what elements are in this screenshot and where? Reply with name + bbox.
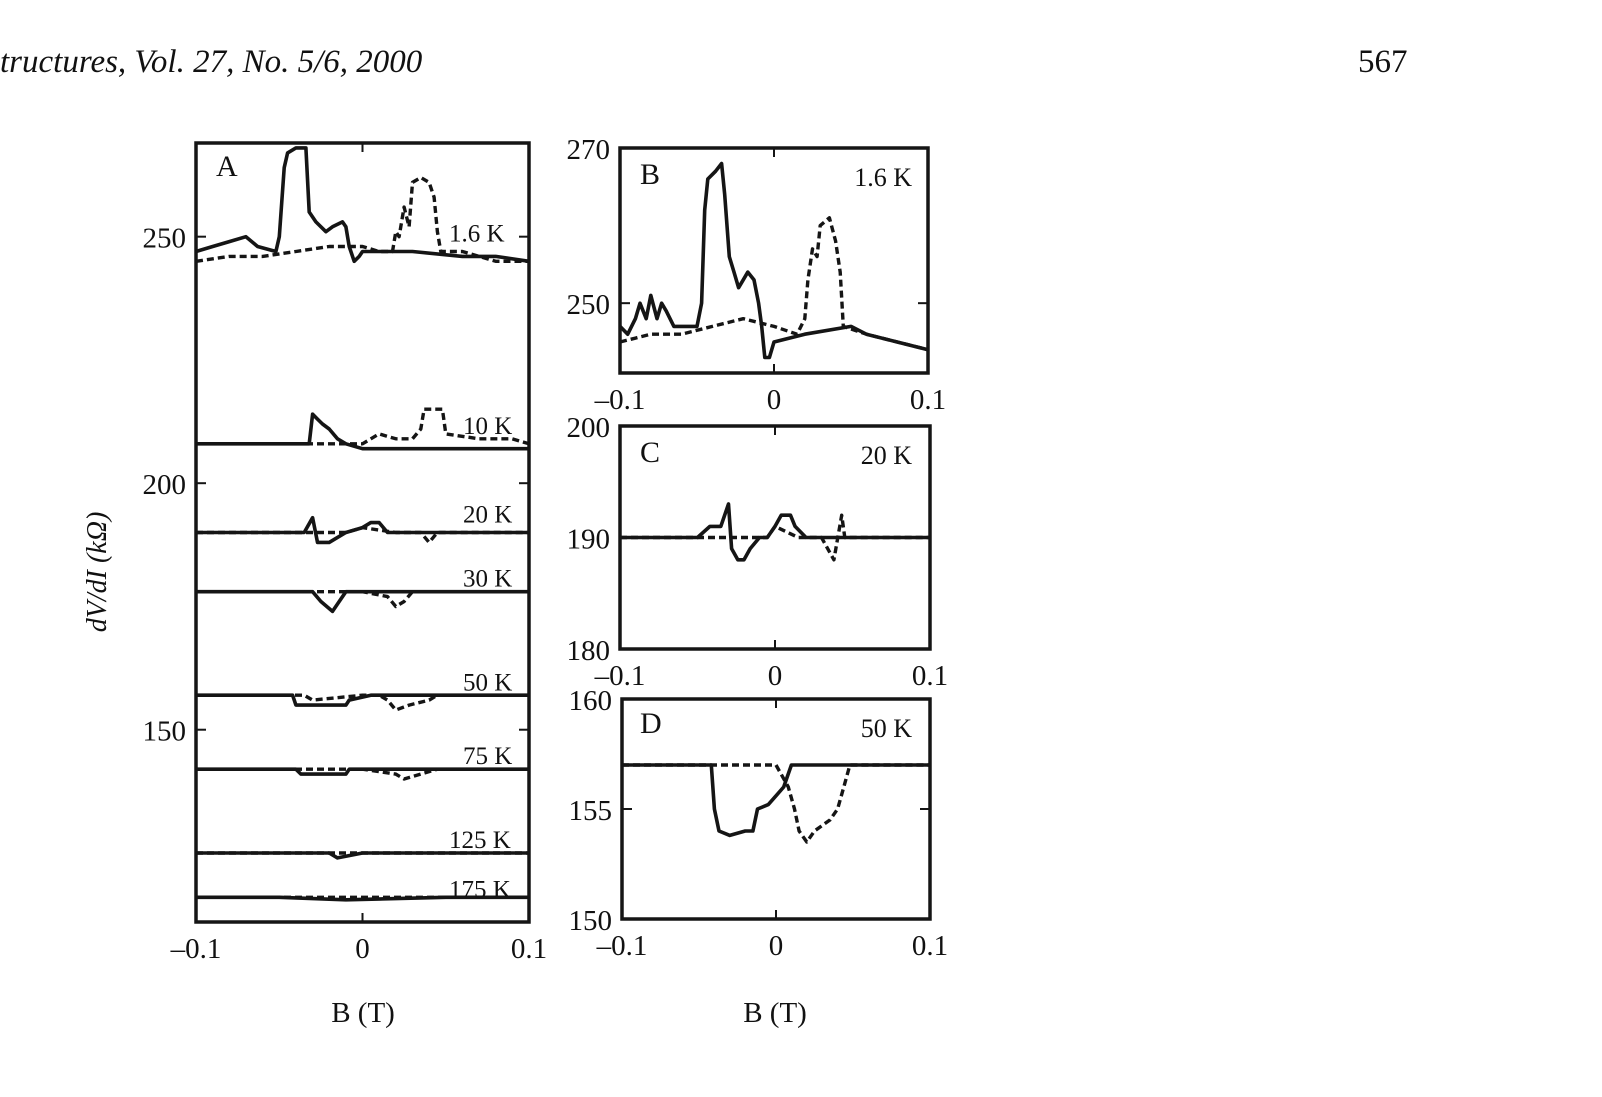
panel-d: D 50 K –0.1 0 0.1 160 155 150 bbox=[569, 685, 949, 962]
panel-b-y-tick-label: 250 bbox=[567, 289, 611, 321]
x-axis-label-d: B (T) bbox=[743, 997, 807, 1029]
panel-a-curve-30-K-dashed-sweep bbox=[196, 590, 529, 609]
panel-a-x-tick-label: 0.1 bbox=[511, 933, 547, 965]
panel-a-curve-10-K-solid-sweep bbox=[196, 412, 529, 451]
panel-d-x-tick-label: –0.1 bbox=[596, 930, 648, 962]
panel-a: A –0.1 0 0.1 250 200 150 1.6 K 10 K 20 K 30 K 50 K… bbox=[143, 141, 547, 965]
panel-a-curve-50-K-solid-sweep bbox=[196, 693, 529, 707]
panel-d-x-tick-label: 0.1 bbox=[912, 930, 948, 962]
panel-a-curve-20-K-dashed-sweep bbox=[196, 525, 529, 545]
panel-b-x-tick-label: 0 bbox=[767, 384, 782, 416]
panel-c-label: C bbox=[640, 436, 660, 469]
panel-b-curve-solid-sweep bbox=[618, 161, 929, 360]
panel-d-curve-dashed-sweep bbox=[622, 763, 930, 844]
panel-a-curve-1-6-K-label: 1.6 K bbox=[449, 221, 505, 248]
panel-a-y-tick-label: 250 bbox=[143, 223, 187, 255]
journal-running-header: tructures, Vol. 27, No. 5/6, 2000 bbox=[0, 44, 423, 80]
panel-a-curve-20-K-label: 20 K bbox=[463, 502, 512, 529]
panel-b-label: B bbox=[640, 158, 660, 191]
panel-d-y-tick-label: 160 bbox=[569, 685, 613, 717]
panel-d-label: D bbox=[640, 707, 662, 740]
panel-b-curve-dashed-sweep bbox=[619, 216, 929, 352]
panel-a-curve-175-K-label: 175 K bbox=[449, 876, 511, 903]
page-number: 567 bbox=[1358, 44, 1408, 80]
panel-b-x-tick-label: 0.1 bbox=[910, 384, 946, 416]
panel-a-y-tick-label: 150 bbox=[143, 716, 187, 748]
panel-a-curve-1-6-K-solid-sweep bbox=[195, 146, 530, 264]
x-axis-label-a: B (T) bbox=[331, 997, 395, 1029]
panel-d-temperature: 50 K bbox=[861, 714, 913, 743]
panel-c-y-tick-label: 190 bbox=[567, 524, 611, 556]
panel-a-curve-50-K-label: 50 K bbox=[463, 669, 512, 696]
panel-a-curve-125-K-solid-sweep bbox=[196, 851, 529, 860]
panel-c-curve-solid-sweep bbox=[620, 502, 930, 562]
panel-b: B 1.6 K –0.1 0 0.1 270 250 bbox=[567, 134, 947, 416]
panel-a-curve-30-K-solid-sweep bbox=[196, 589, 529, 614]
panel-a-x-tick-label: 0 bbox=[355, 933, 370, 965]
y-axis-label: dV/dI (kΩ) bbox=[82, 512, 113, 633]
panel-d-curve-solid-sweep bbox=[622, 763, 930, 838]
panel-d-x-tick-label: 0 bbox=[769, 930, 784, 962]
panel-a-curve-125-K-label: 125 K bbox=[449, 827, 511, 854]
panel-a-curve-10-K-dashed-sweep bbox=[196, 407, 530, 446]
panel-a-label: A bbox=[216, 150, 238, 183]
panel-b-y-tick-label: 270 bbox=[567, 134, 611, 166]
panel-c: C 20 K –0.1 0 0.1 200 190 180 bbox=[567, 412, 949, 692]
panel-c-x-tick-label: –0.1 bbox=[594, 660, 646, 692]
panel-c-temperature: 20 K bbox=[861, 441, 913, 470]
panel-a-curve-75-K-label: 75 K bbox=[463, 743, 512, 770]
panel-a-curve-10-K-label: 10 K bbox=[463, 413, 512, 440]
panel-a-x-tick-label: –0.1 bbox=[170, 933, 222, 965]
panel-d-y-tick-label: 150 bbox=[569, 905, 613, 937]
panel-b-temperature: 1.6 K bbox=[854, 163, 912, 192]
panel-a-curve-1-6-K-dashed-sweep bbox=[195, 175, 529, 263]
panel-c-x-tick-label: 0 bbox=[768, 660, 783, 692]
panel-a-curve-20-K-solid-sweep bbox=[196, 515, 529, 545]
panel-a-curve-175-K-solid-sweep bbox=[196, 895, 529, 902]
panel-c-y-tick-label: 200 bbox=[567, 412, 611, 444]
panel-c-x-tick-label: 0.1 bbox=[912, 660, 948, 692]
panel-a-y-tick-label: 200 bbox=[143, 469, 187, 501]
panel-c-y-tick-label: 180 bbox=[567, 635, 611, 667]
panel-b-x-tick-label: –0.1 bbox=[594, 384, 646, 416]
panel-a-curve-30-K-label: 30 K bbox=[463, 566, 512, 593]
panel-d-y-tick-label: 155 bbox=[569, 795, 613, 827]
panel-a-curve-75-K-solid-sweep bbox=[196, 767, 529, 776]
panel-a-curve-50-K-dashed-sweep bbox=[196, 693, 529, 712]
